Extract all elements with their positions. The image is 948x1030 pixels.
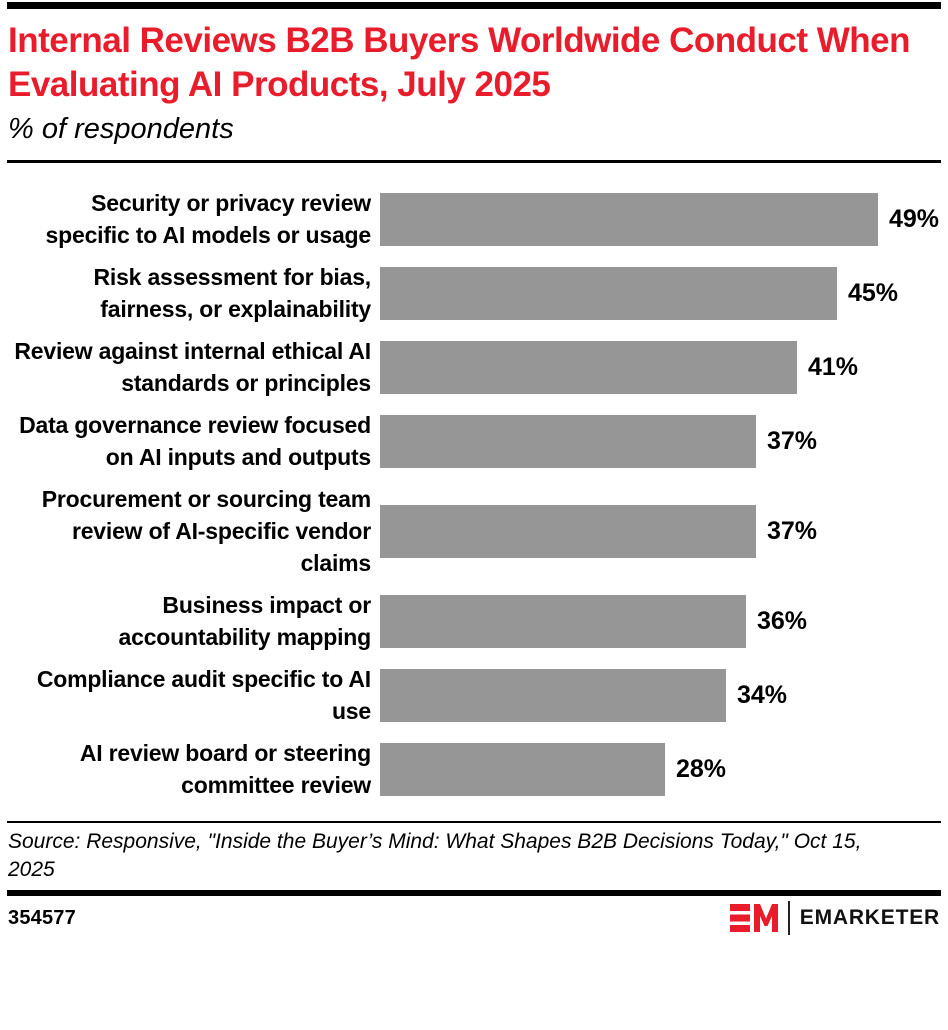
value-label: 45%: [848, 278, 899, 307]
chart-subtitle: % of respondents: [8, 113, 234, 145]
logo-divider: [787, 901, 790, 935]
bar: [380, 266, 837, 320]
bar-cell: 36%: [380, 594, 948, 648]
chart-row: Business impact or accountability mappin…: [8, 589, 948, 653]
value-label: 28%: [676, 754, 727, 783]
brand-wordmark: EMARKETER: [799, 906, 940, 929]
value-label: 37%: [767, 426, 818, 455]
bar: [380, 340, 797, 394]
value-label: 34%: [737, 680, 788, 709]
category-label: Data governance review focused on AI inp…: [19, 412, 371, 470]
bar: [380, 668, 726, 722]
bar: [380, 594, 746, 648]
bar: [380, 414, 756, 468]
value-label: 49%: [889, 204, 940, 233]
bar-cell: 28%: [380, 742, 948, 796]
bar: [380, 192, 878, 246]
header-divider: [7, 160, 941, 163]
bar: [380, 742, 665, 796]
bar-cell: 45%: [380, 266, 948, 320]
bar-cell: 49%: [380, 192, 948, 246]
source-divider: [7, 821, 941, 823]
chart-row: Compliance audit specific to AI use 34%: [8, 663, 948, 727]
chart-row: Data governance review focused on AI inp…: [8, 409, 948, 473]
page-title: Internal Reviews B2B Buyers Worldwide Co…: [8, 21, 911, 104]
emarketer-em-icon: [729, 904, 778, 932]
footer-divider: [7, 890, 941, 896]
category-label: Business impact or accountability mappin…: [118, 592, 372, 650]
value-label: 36%: [757, 606, 808, 635]
chart-id: 354577: [8, 906, 76, 929]
category-label: AI review board or steering committee re…: [79, 740, 371, 798]
bar: [380, 504, 756, 558]
category-label: Compliance audit specific to AI use: [36, 666, 371, 724]
category-label: Security or privacy review specific to A…: [45, 190, 372, 248]
chart-header: Internal Reviews B2B Buyers Worldwide Co…: [0, 19, 948, 147]
emarketer-logo: EMARKETER: [729, 901, 940, 935]
category-label: Risk assessment for bias, fairness, or e…: [93, 264, 371, 322]
value-label: 37%: [767, 516, 818, 545]
chart-row: Review against internal ethical AI stand…: [8, 335, 948, 399]
bar-cell: 34%: [380, 668, 948, 722]
chart-row: Risk assessment for bias, fairness, or e…: [8, 261, 948, 325]
bar-chart: Security or privacy review specific to A…: [0, 163, 948, 801]
chart-rows: Security or privacy review specific to A…: [8, 187, 948, 801]
footer: 354577 EMARKETER: [0, 896, 948, 935]
top-accent-bar: [7, 2, 941, 9]
chart-row: Security or privacy review specific to A…: [8, 187, 948, 251]
category-label: Procurement or sourcing team review of A…: [41, 486, 371, 576]
bar-cell: 41%: [380, 340, 948, 394]
chart-row: Procurement or sourcing team review of A…: [8, 483, 948, 579]
category-label: Review against internal ethical AI stand…: [14, 338, 371, 396]
bar-cell: 37%: [380, 504, 948, 558]
value-label: 41%: [808, 352, 859, 381]
chart-row: AI review board or steering committee re…: [8, 737, 948, 801]
bar-cell: 37%: [380, 414, 948, 468]
source-note: Source: Responsive, "Inside the Buyer’s …: [8, 830, 862, 881]
